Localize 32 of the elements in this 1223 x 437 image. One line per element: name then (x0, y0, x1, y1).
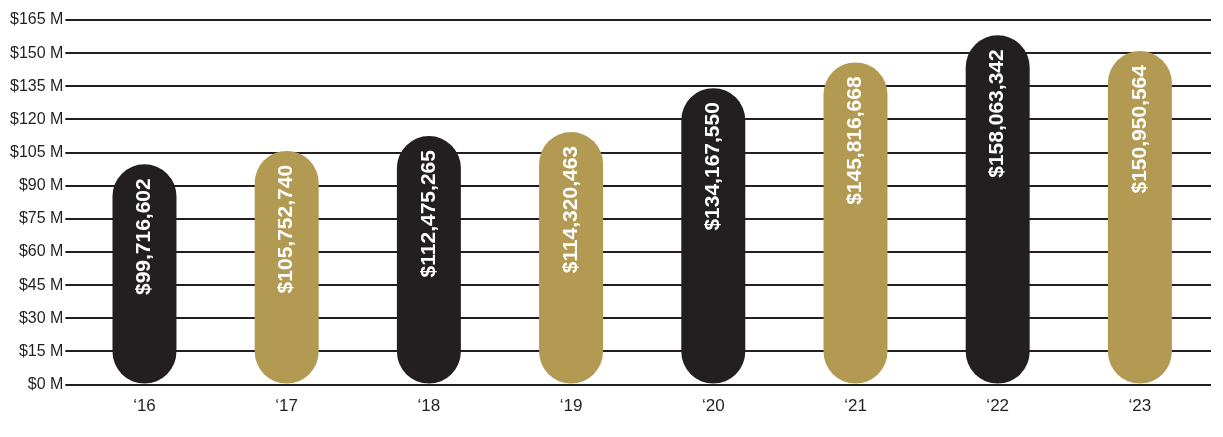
bar (823, 62, 888, 384)
y-tick-label: $60 M (18, 242, 64, 260)
data-label: $145,816,668 (842, 76, 866, 205)
x-tick-label: ‘21 (844, 396, 867, 416)
y-tick-label: $90 M (18, 176, 64, 194)
data-label: $105,752,740 (273, 164, 297, 294)
y-tick-label: $165 M (9, 10, 64, 28)
data-label: $112,475,265 (415, 149, 439, 278)
x-tick-label: ‘20 (701, 396, 725, 416)
x-tick-label: ‘17 (275, 396, 299, 416)
bar (539, 131, 604, 384)
data-label: $134,167,550 (700, 102, 724, 231)
x-tick-label: ‘18 (417, 396, 441, 416)
data-label: $99,716,602 (131, 178, 155, 296)
bar (254, 150, 319, 384)
data-label: $150,950,564 (1126, 64, 1150, 194)
y-tick-label: $75 M (18, 209, 64, 227)
data-label: $114,320,463 (557, 145, 581, 274)
x-tick-label: ‘19 (559, 396, 583, 416)
x-tick-label: ‘22 (986, 396, 1010, 416)
y-tick-label: $45 M (18, 275, 64, 293)
data-label: $158,063,342 (984, 49, 1008, 178)
y-tick-label: $150 M (9, 43, 64, 61)
x-tick-label: ‘16 (133, 396, 156, 416)
y-tick-label: $15 M (18, 341, 64, 359)
x-tick-label: ‘23 (1128, 396, 1152, 416)
y-tick-label: $30 M (18, 308, 64, 326)
bar (1107, 51, 1172, 384)
y-tick-label: $120 M (9, 109, 64, 127)
y-tick-label: $105 M (9, 142, 64, 160)
y-tick-label: $0 M (27, 375, 64, 393)
y-tick-label: $135 M (9, 76, 64, 94)
